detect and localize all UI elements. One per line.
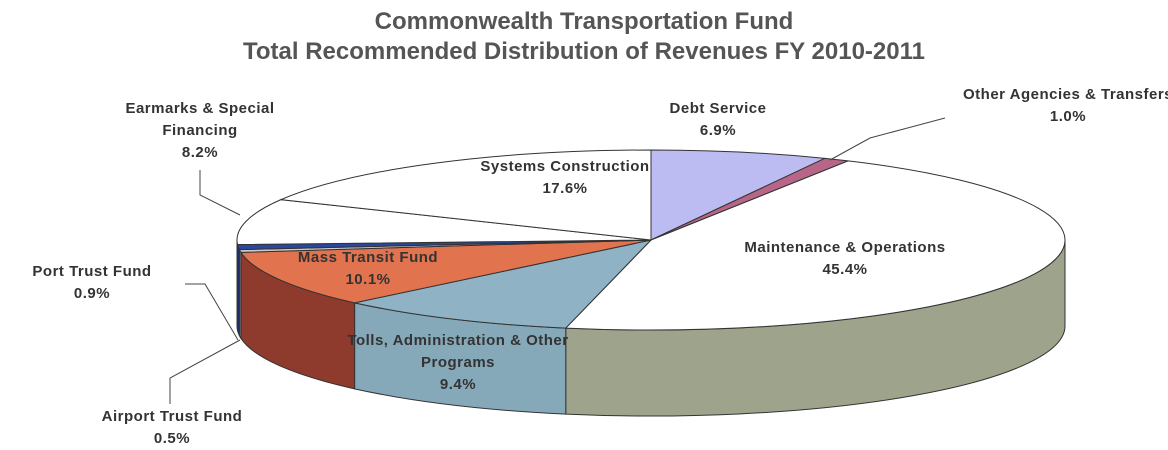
value-label: 10.1% xyxy=(345,271,391,288)
chart-title: Commonwealth Transportation Fund xyxy=(374,8,794,35)
category-label: Tolls, Administration & Other Programs xyxy=(347,332,569,371)
slice-label: Systems Construction 17.6% xyxy=(480,156,650,200)
slice-label: Other Agencies & Transfers 1.0% xyxy=(963,84,1168,128)
chart-subtitle: Total Recommended Distribution of Revenu… xyxy=(243,38,925,65)
category-label: Mass Transit Fund xyxy=(297,249,439,266)
slice xyxy=(279,149,652,241)
slice-label: Mass Transit Fund 10.1% xyxy=(268,247,468,291)
category-label: Debt Service xyxy=(669,100,767,117)
slice-label: Debt Service 6.9% xyxy=(618,98,818,142)
slice xyxy=(236,199,652,246)
value-label: 45.4% xyxy=(822,261,868,278)
category-label: Maintenance & Operations xyxy=(744,239,946,256)
leader-line xyxy=(185,283,239,341)
leader-line xyxy=(829,117,946,161)
value-label: 9.4% xyxy=(439,376,477,393)
value-label: 1.0% xyxy=(1049,108,1087,125)
category-label: Other Agencies & Transfers xyxy=(963,86,1168,103)
value-label: 17.6% xyxy=(542,180,588,197)
slice xyxy=(650,149,827,241)
value-label: 8.2% xyxy=(181,144,219,161)
value-label: 6.9% xyxy=(699,122,737,139)
category-label: Earmarks & Special Financing xyxy=(125,100,275,139)
slice xyxy=(564,160,1066,331)
slice xyxy=(240,239,652,304)
category-label: Port Trust Fund xyxy=(32,263,152,280)
slice-label: Earmarks & Special Financing 8.2% xyxy=(100,98,300,164)
slice-label: Port Trust Fund 0.9% xyxy=(2,261,182,305)
value-label: 0.9% xyxy=(73,285,111,302)
slice-label: Airport Trust Fund 0.5% xyxy=(62,406,282,450)
value-label: 0.5% xyxy=(153,430,191,447)
slice xyxy=(354,239,653,329)
leader-line xyxy=(199,170,241,216)
slice-label: Tolls, Administration & Other Programs 9.… xyxy=(343,330,573,396)
category-label: Systems Construction xyxy=(480,158,650,175)
slice-label: Maintenance & Operations 45.4% xyxy=(735,237,955,281)
slice-side xyxy=(236,239,239,331)
leader-line xyxy=(169,339,241,404)
category-label: Airport Trust Fund xyxy=(101,408,243,425)
